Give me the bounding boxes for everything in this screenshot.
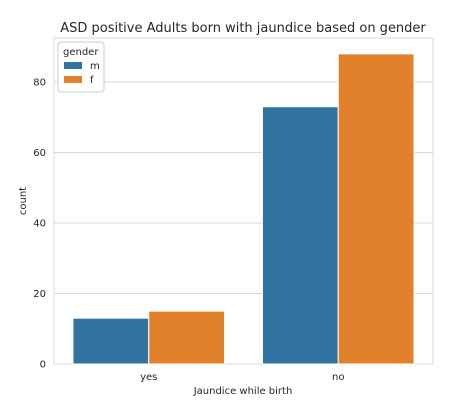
y-tick-label: 40 [33, 219, 46, 230]
bar-f-yes [148, 310, 226, 365]
x-tick-label: no [332, 372, 344, 383]
x-axis-label: Jaundice while birth [193, 386, 293, 397]
legend-swatch-m [64, 62, 82, 69]
bar-m-no [261, 106, 339, 365]
chart-title: ASD positive Adults born with jaundice b… [60, 21, 426, 36]
bars [72, 53, 415, 365]
y-tick-label: 80 [33, 78, 46, 89]
legend: gender mf [57, 41, 105, 93]
y-tick-label: 60 [33, 148, 46, 159]
y-tick-label: 20 [33, 289, 46, 300]
y-tick-labels: 0 20 40 60 80 [33, 78, 46, 371]
bar-f-no [337, 53, 415, 365]
bar-m-yes [72, 317, 150, 365]
legend-title: gender [63, 47, 99, 58]
x-tick-labels: yes no [140, 372, 344, 383]
legend-label-m: m [90, 61, 100, 72]
legend-swatch-f [64, 76, 82, 83]
y-axis-label: count [18, 187, 29, 215]
y-tick-label: 0 [40, 360, 46, 371]
legend-label-f: f [90, 75, 94, 86]
x-tick-label: yes [140, 372, 157, 383]
